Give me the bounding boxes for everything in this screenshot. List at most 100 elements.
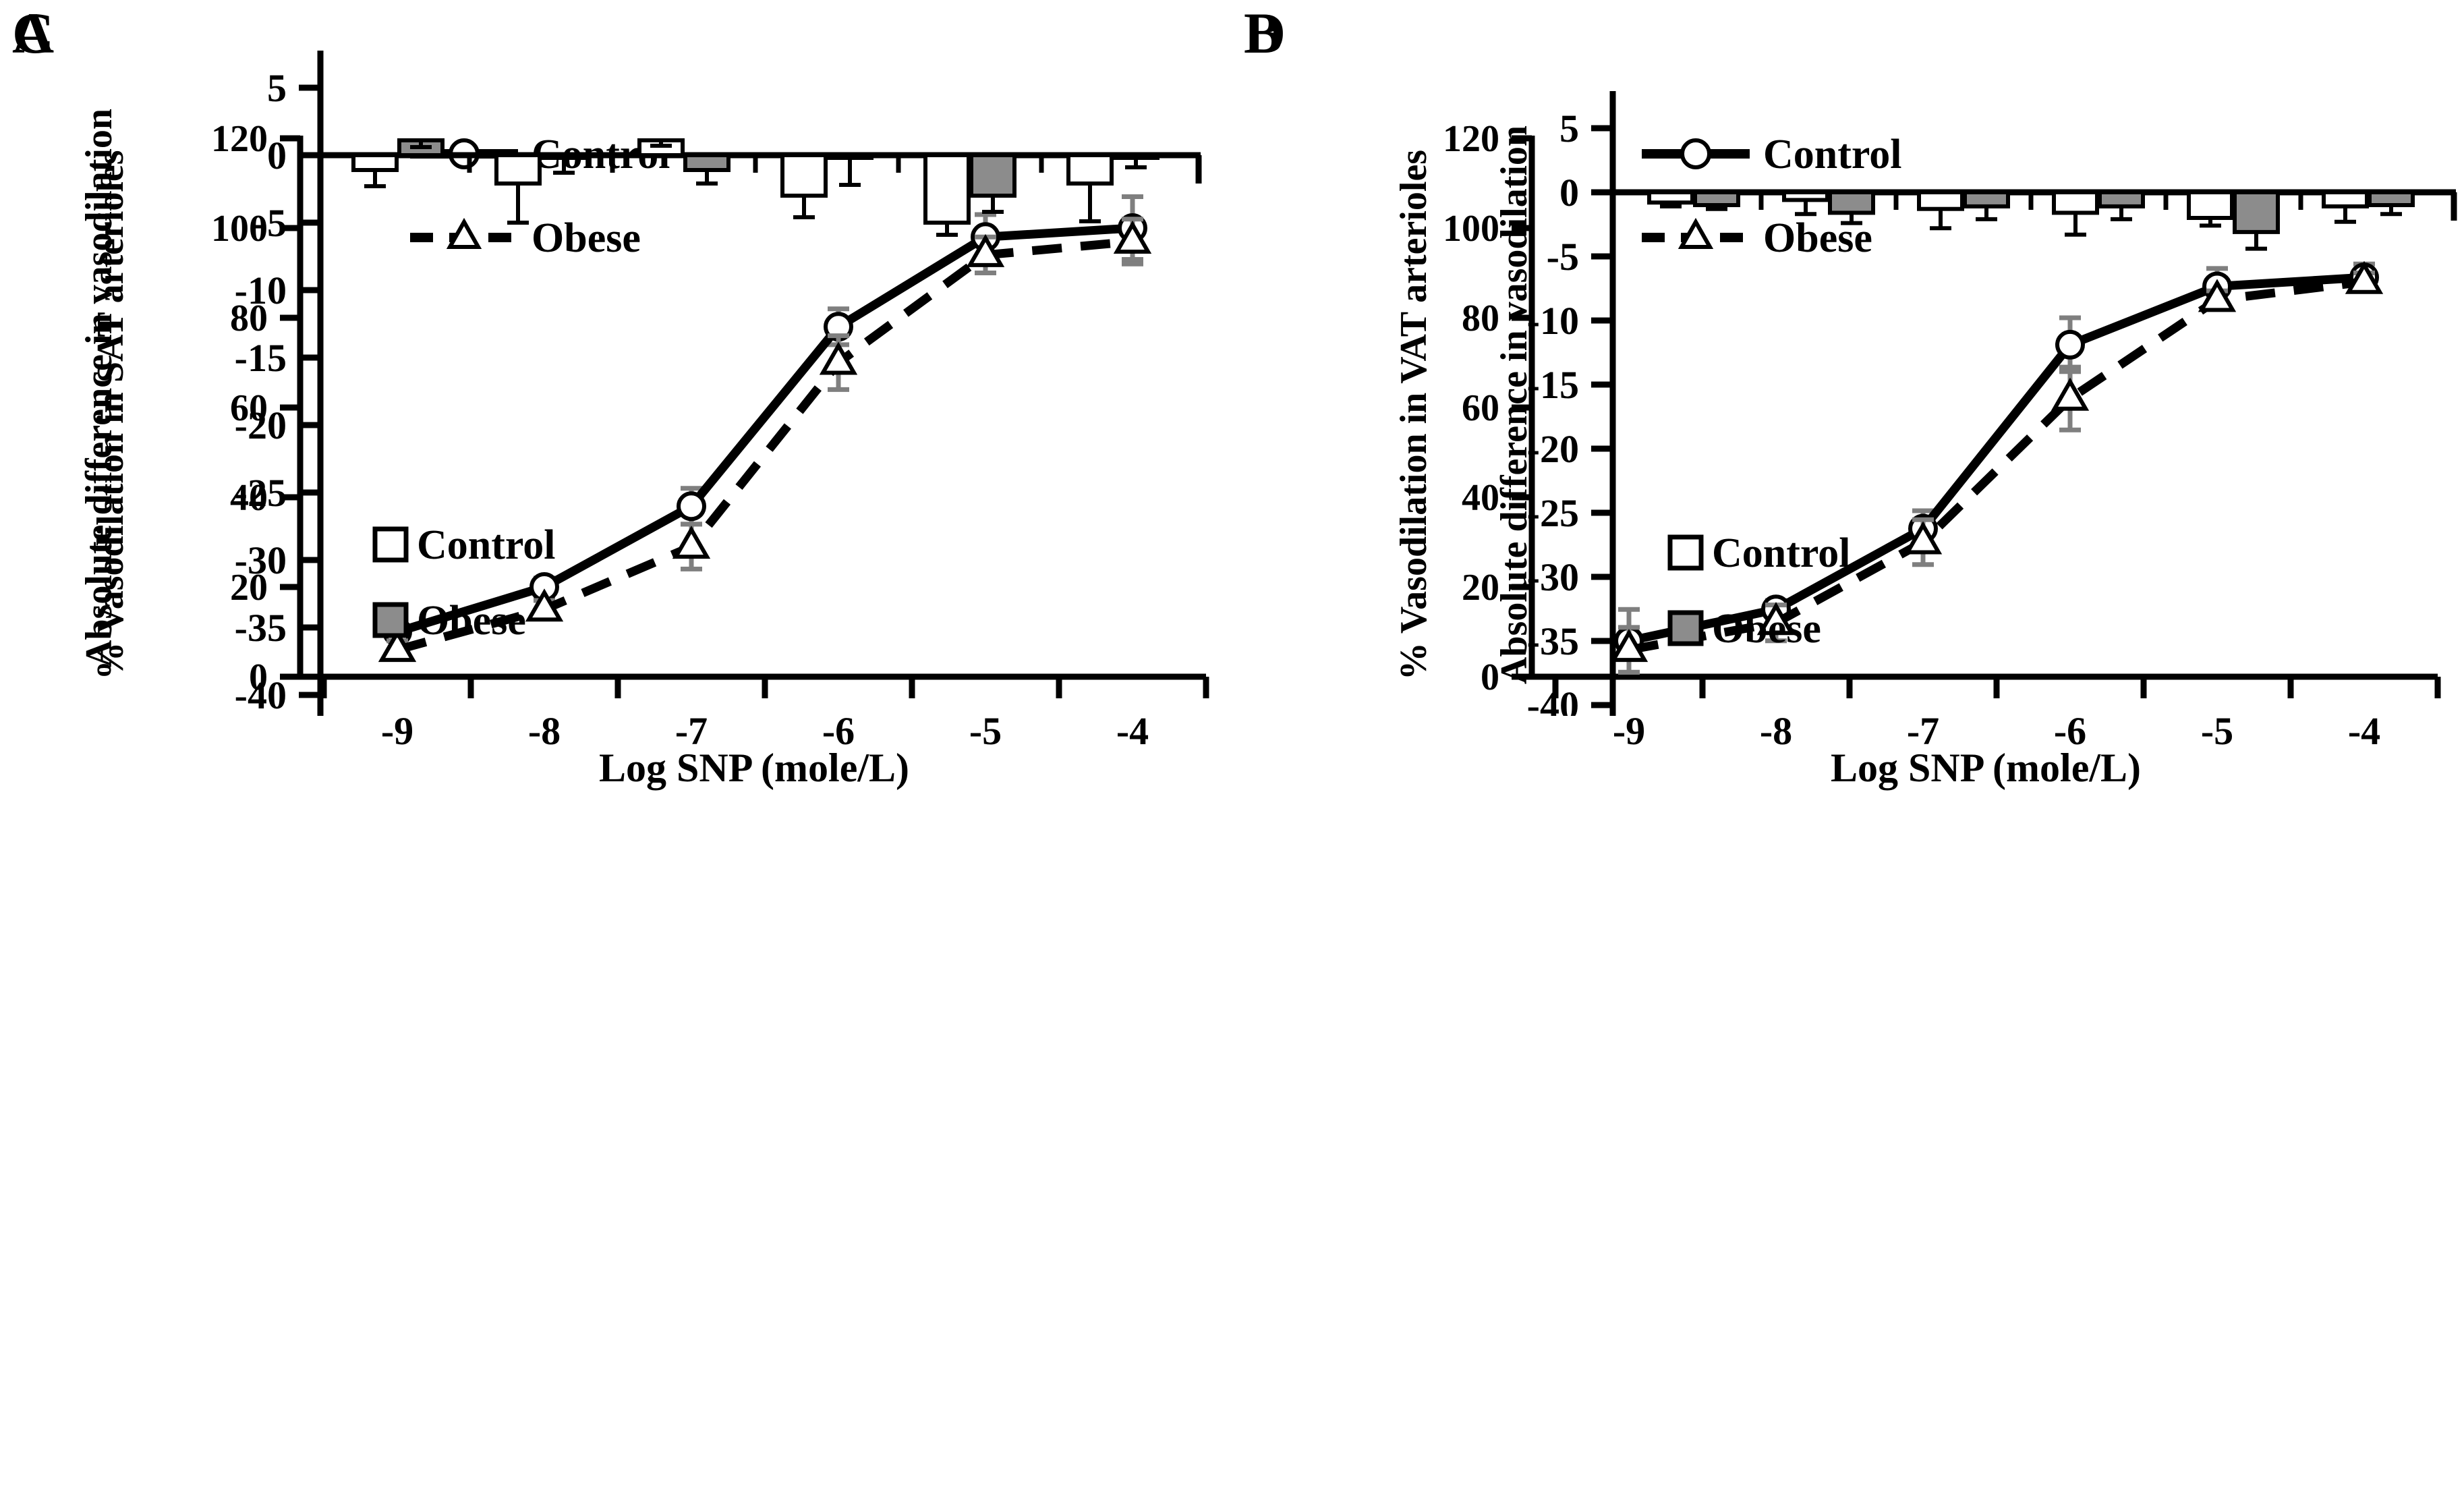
bar-obese	[1963, 190, 2010, 208]
svg-text:-5: -5	[254, 201, 287, 245]
error-bar	[1841, 213, 1862, 225]
axes	[280, 135, 1209, 698]
error-bar	[696, 170, 718, 186]
axes	[1591, 91, 2457, 716]
legend-label: Control	[1763, 132, 1902, 177]
axis-tick-labels: 5 0 -5 -10 -15 -20 -25 -30 -35 -40	[235, 66, 287, 716]
svg-text:-10: -10	[1527, 299, 1579, 343]
bar-obese	[826, 153, 873, 160]
error-bar	[1660, 202, 1682, 208]
bar-control	[2187, 190, 2234, 220]
series-line	[396, 223, 1133, 636]
svg-text:40: 40	[230, 477, 268, 519]
svg-text:-40: -40	[235, 673, 287, 716]
bar-control	[1782, 190, 1829, 202]
axis-tick-labels: 0 20 40 60 80 100 120 -9 -8 -7 -6 -5 -4	[1443, 118, 2380, 753]
error-bar	[507, 184, 529, 225]
svg-text:100: 100	[1443, 208, 1499, 250]
svg-text:-7: -7	[675, 709, 708, 753]
error-bar	[410, 140, 432, 149]
error-bar	[2111, 206, 2132, 221]
svg-text:-4: -4	[1116, 709, 1149, 753]
svg-text:-30: -30	[235, 538, 287, 582]
svg-text:-6: -6	[2054, 709, 2086, 753]
svg-text:20: 20	[1462, 567, 1499, 609]
error-bar	[1706, 205, 1727, 211]
bar-obese	[2233, 190, 2280, 234]
bar-control	[1647, 190, 1694, 205]
legend: Control Obese	[372, 522, 556, 644]
svg-text:-8: -8	[1760, 709, 1792, 753]
bar-control	[1917, 190, 1964, 211]
error-bar	[2334, 206, 2356, 224]
bar-group-5	[1066, 153, 1159, 223]
error-bar	[1976, 206, 1997, 221]
error-bar	[364, 170, 386, 188]
svg-text:80: 80	[230, 298, 268, 339]
error-bar	[2245, 231, 2267, 251]
open-triangle	[1609, 260, 2384, 663]
bar-control	[780, 153, 828, 198]
bar-group-4	[923, 153, 1016, 237]
bar-obese	[2368, 190, 2415, 207]
error-bar	[553, 158, 575, 175]
svg-text:120: 120	[1443, 118, 1499, 160]
axes	[1512, 135, 2441, 698]
svg-text:40: 40	[1462, 477, 1499, 519]
svg-text:20: 20	[230, 567, 268, 609]
error-bar	[2065, 213, 2086, 237]
bar-control	[494, 153, 542, 186]
bar-control	[1066, 153, 1114, 186]
y-axis-label: Absolute difference in vasodilation	[1493, 125, 1535, 684]
bar-obese	[683, 153, 730, 172]
panel-B: B 0 20 40 60 80 100 120 -9 -8 -7 -6 -5 -4 Log SNP (mo…	[1232, 0, 2464, 796]
svg-text:-35: -35	[235, 606, 287, 650]
bar-group-5	[2322, 190, 2415, 224]
bar-obese	[969, 153, 1016, 198]
svg-text:5: 5	[1559, 107, 1579, 150]
panel-C: C 5 0 -5 -10 -15 -20 -25 -30 -35 -40 Absolute diff…	[0, 0, 1232, 716]
legend-label: Obese	[1712, 606, 1821, 652]
svg-text:-25: -25	[1527, 491, 1579, 535]
panel-label-B: B	[1244, 1, 1283, 65]
bar-control	[351, 153, 399, 172]
bar-group-1	[494, 153, 588, 225]
y-axis-label: % Vasodilation in SAT arterioles	[90, 150, 132, 679]
error-bar	[839, 158, 861, 187]
axes	[299, 51, 1202, 716]
svg-text:-10: -10	[235, 269, 287, 312]
svg-text:-5: -5	[969, 709, 1002, 753]
error-bar	[1930, 208, 1951, 231]
legend: Control Obese	[1667, 530, 1851, 652]
svg-text:0: 0	[267, 134, 287, 177]
svg-text:0: 0	[1481, 656, 1499, 698]
svg-text:-5: -5	[2201, 709, 2233, 753]
svg-text:-20: -20	[1527, 427, 1579, 471]
error-bar	[1795, 200, 1816, 217]
bar-group-3	[780, 153, 873, 219]
bar-group-0	[351, 138, 445, 188]
error-bar	[982, 196, 1004, 214]
series-obese	[378, 217, 1152, 663]
svg-text:-40: -40	[1527, 683, 1579, 716]
x-axis-label: Log SNP (mole/L)	[599, 746, 909, 790]
svg-text:80: 80	[1462, 298, 1499, 339]
series-obese	[1609, 260, 2384, 675]
panel-label-C: C	[12, 1, 55, 65]
bar-group-4	[2187, 190, 2280, 251]
bar-group-2	[637, 138, 730, 186]
svg-text:60: 60	[230, 387, 268, 429]
axis-tick-labels: 5 0 -5 -10 -15 -20 -25 -30 -35 -40	[1527, 107, 1579, 716]
svg-text:-5: -5	[1547, 235, 1579, 279]
svg-text:-4: -4	[2348, 709, 2380, 753]
bar-obese	[1112, 153, 1159, 160]
error-bar	[650, 140, 672, 148]
panel-label-D: D	[1244, 1, 1286, 65]
bar-obese	[2098, 190, 2145, 208]
svg-text:-30: -30	[1527, 555, 1579, 599]
legend-label: Control	[1712, 530, 1851, 576]
series-line	[1628, 273, 2365, 646]
svg-text:-7: -7	[1907, 709, 1939, 753]
